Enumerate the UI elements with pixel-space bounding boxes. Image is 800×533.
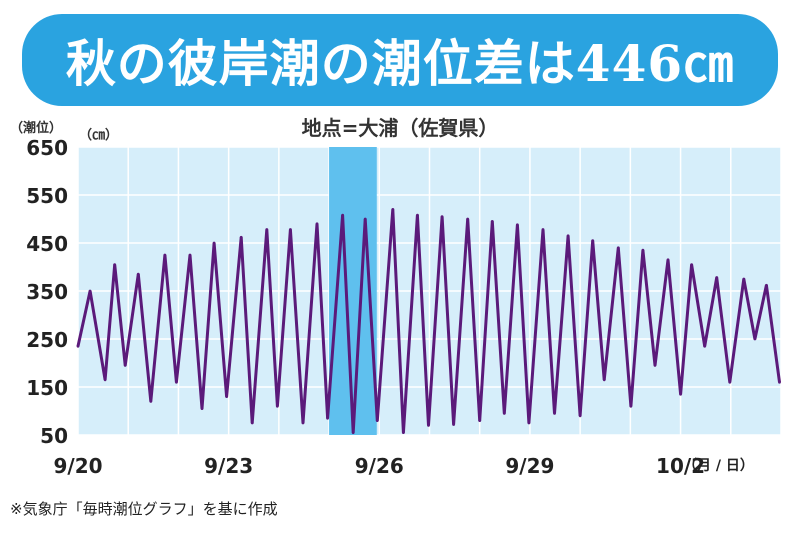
tide-point [690,263,694,266]
tide-point [375,419,379,422]
tide-point [653,364,657,367]
tide-point [466,217,470,221]
y-tick-label: 650 [26,136,68,160]
tide-point [541,228,545,231]
y-axis-unit: （㎝） [79,128,119,143]
y-tick-label: 250 [26,328,68,352]
tide-point [289,228,292,231]
tide-point [715,276,719,279]
y-tick-label: 350 [26,280,68,304]
tide-point [452,423,456,426]
tide-point [502,412,506,415]
tide-point [239,235,243,239]
x-tick-label: 9/23 [204,454,253,478]
tide-point [478,419,482,422]
tide-point [578,414,582,418]
chart-subtitle: 地点=大浦（佐賀県） [301,116,499,140]
tide-point [427,424,430,427]
tide-point [440,215,444,219]
tide-point [149,400,153,403]
tide-point [301,421,305,425]
tide-point [103,378,107,382]
tide-point [515,223,519,227]
tide-point [703,344,707,348]
tide-point [123,364,127,367]
y-tick-label: 150 [26,376,68,400]
tide-point [250,421,254,425]
x-tick-label: 9/26 [355,454,404,478]
x-tick-label: 9/20 [53,454,102,478]
tide-point [113,263,117,266]
tide-point [679,392,682,396]
tide-point [163,253,167,257]
tide-point [225,395,229,398]
tide-point [175,380,178,384]
tide-point [641,248,645,252]
tide-point [527,421,531,425]
x-axis-unit: （月 / 日） [683,458,754,474]
tide-point [275,404,279,408]
tide-point [315,222,319,226]
tide-point [602,378,606,382]
tide-point [416,213,419,217]
tide-point [553,412,556,415]
tide-point [629,404,633,408]
tide-point [490,220,494,223]
tide-point [326,416,329,420]
tide-point [616,246,620,250]
tide-point [363,217,367,221]
title-banner: 秋の彼岸潮の潮位差は446㎝ [22,14,778,106]
x-tick-label: 10/2 [656,454,705,478]
tide-point [728,380,732,384]
tide-point [566,234,570,238]
tide-point [765,283,768,287]
tide-point [753,337,757,341]
tide-point [76,344,80,348]
source-note: ※気象庁「毎時潮位グラフ」を基に作成 [10,500,278,518]
tide-point [391,208,395,211]
tide-point [742,277,746,281]
tide-point [265,228,269,231]
tide-point [778,380,781,384]
y-axis-label: （潮位） [10,121,63,136]
tide-point [591,239,595,243]
tide-point [351,431,355,434]
tide-point [200,407,204,410]
tide-point [212,241,216,245]
x-tick-label: 9/29 [505,454,554,478]
tide-point [88,289,92,293]
tide-point [188,253,192,257]
tide-point [401,431,405,434]
y-tick-label: 50 [40,424,68,448]
tide-point [136,272,140,276]
y-tick-label: 450 [26,232,68,256]
tide-point [666,258,670,262]
y-tick-label: 550 [26,184,68,208]
tide-point [341,213,345,217]
chart-title: 秋の彼岸潮の潮位差は446㎝ [65,34,735,93]
